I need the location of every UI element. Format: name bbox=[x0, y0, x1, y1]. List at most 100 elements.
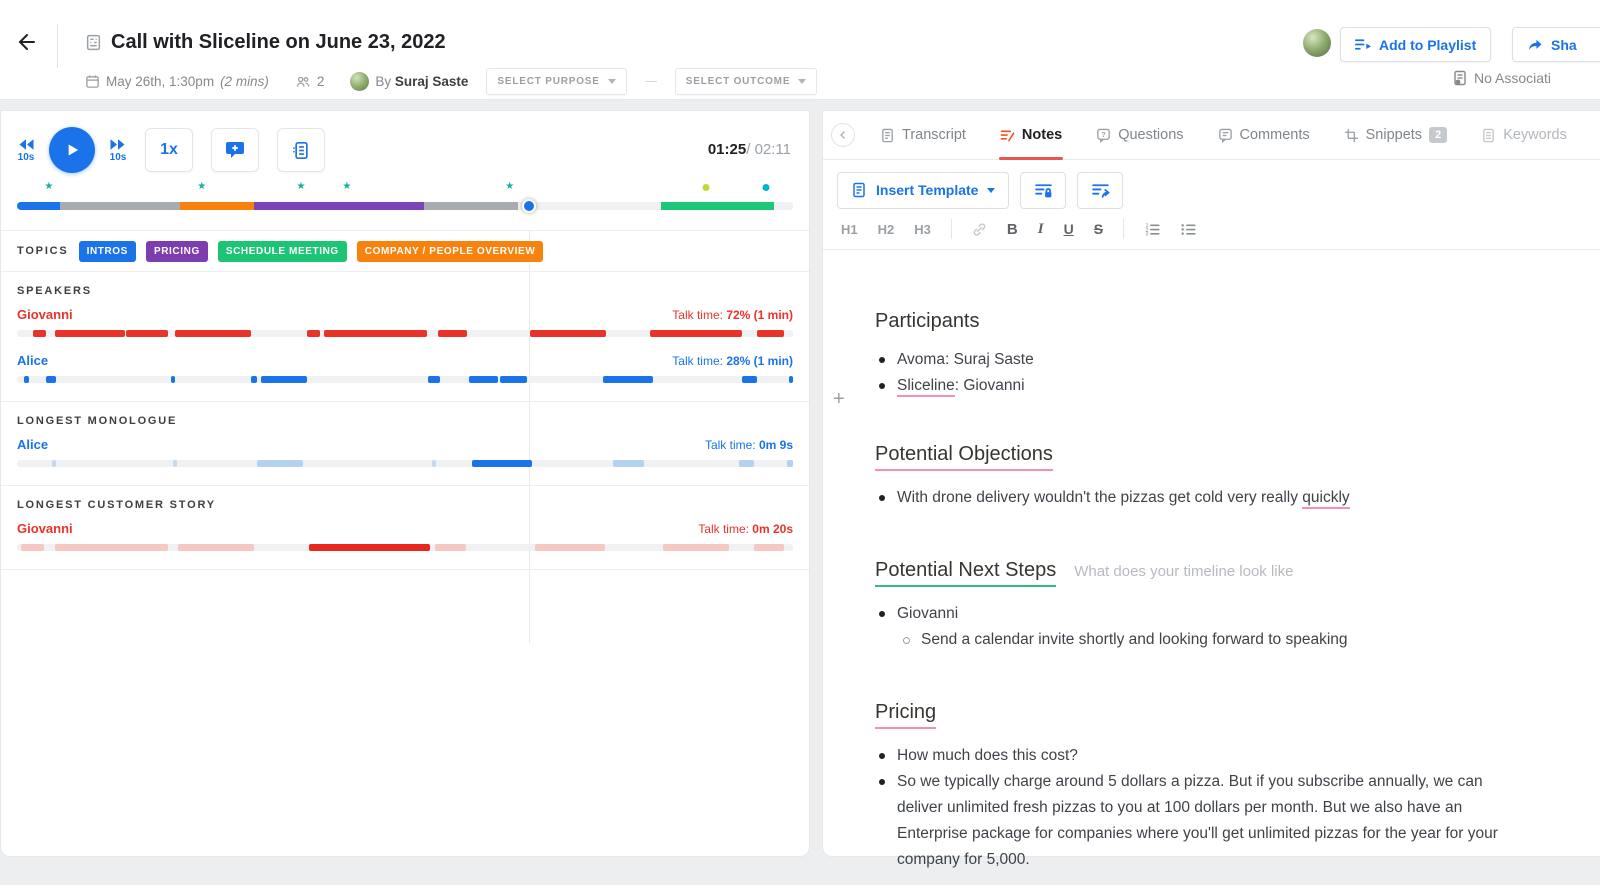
insert-template-button[interactable]: Insert Template bbox=[837, 171, 1010, 209]
arrow-left-icon bbox=[19, 34, 35, 50]
tab-notes[interactable]: Notes bbox=[983, 111, 1079, 160]
skip-back-button[interactable]: 10s bbox=[17, 138, 35, 163]
topic-chip[interactable]: SCHEDULE MEETING bbox=[217, 240, 347, 262]
people-icon bbox=[296, 76, 310, 87]
playback-timeline[interactable]: ★ ★ ★ ★ ★ bbox=[17, 181, 793, 225]
private-notes-button[interactable] bbox=[1020, 171, 1067, 209]
italic-button[interactable]: I bbox=[1037, 220, 1044, 237]
topics-row: TOPICS INTROS PRICING SCHEDULE MEETING COMP… bbox=[1, 231, 809, 272]
attendee-count: 2 bbox=[295, 74, 324, 89]
snippets-count-badge: 2 bbox=[1429, 127, 1448, 143]
playlist-icon bbox=[1355, 38, 1371, 50]
notes-panel: Transcript Notes ? Questions Comments Sn… bbox=[822, 110, 1600, 868]
add-block-button[interactable]: + bbox=[833, 388, 845, 410]
list-item[interactable]: With drone delivery wouldn't the pizzas … bbox=[875, 485, 1530, 511]
objections-list: With drone delivery wouldn't the pizzas … bbox=[875, 485, 1530, 511]
comment-plus-icon bbox=[226, 141, 244, 158]
next-steps-heading: Potential Next Steps What does your time… bbox=[875, 559, 1551, 588]
transcript-view-button[interactable] bbox=[277, 128, 325, 172]
skip-forward-button[interactable]: 10s bbox=[109, 138, 127, 163]
playhead-handle[interactable] bbox=[522, 199, 537, 213]
talk-time: Talk time: 0m 20s bbox=[698, 522, 793, 536]
player-section: 10s 10s 1x 01:25/ 02:11 ★ ★ ★ ★ ★ bbox=[1, 111, 809, 231]
no-association-status[interactable]: No Associati bbox=[1452, 70, 1551, 86]
notes-icon bbox=[1000, 128, 1015, 143]
tabs-scroll-left-button[interactable] bbox=[831, 123, 855, 147]
notes-editor-body[interactable]: + Participants Avoma: Suraj Saste Slicel… bbox=[823, 250, 1600, 885]
speaker-talk-bar[interactable] bbox=[17, 330, 793, 337]
talk-time: Talk time: 72% (1 min) bbox=[672, 308, 793, 322]
list-item[interactable]: Avoma: Suraj Saste bbox=[875, 347, 1530, 373]
monologue-row: Alice Talk time: 0m 9s bbox=[17, 437, 793, 467]
play-button[interactable] bbox=[49, 127, 95, 173]
speaker-name[interactable]: Giovanni bbox=[17, 307, 73, 322]
bookmark-star-marker[interactable]: ★ bbox=[342, 181, 352, 192]
purpose-outcome-connector bbox=[644, 81, 657, 82]
topic-chip[interactable]: INTROS bbox=[78, 240, 136, 262]
tab-transcript[interactable]: Transcript bbox=[863, 111, 983, 159]
link-icon bbox=[973, 222, 986, 236]
rewind-icon bbox=[19, 138, 34, 150]
bookmark-star-marker[interactable]: ★ bbox=[44, 181, 54, 192]
monologue-bar[interactable] bbox=[17, 460, 793, 467]
bookmark-star-marker[interactable]: ★ bbox=[505, 181, 515, 192]
add-comment-button[interactable] bbox=[211, 128, 259, 172]
playback-time: 01:25/ 02:11 bbox=[707, 141, 791, 158]
list-item[interactable]: Sliceline: Giovanni bbox=[875, 373, 1530, 399]
underline-button[interactable]: U bbox=[1063, 221, 1074, 237]
moment-dot-marker[interactable] bbox=[702, 184, 710, 191]
h2-button[interactable]: H2 bbox=[877, 221, 895, 237]
longest-customer-story-label: LONGEST CUSTOMER STORY bbox=[17, 499, 216, 511]
list-item[interactable]: Giovanni bbox=[875, 601, 1530, 627]
notes-lock-icon bbox=[1035, 183, 1052, 197]
speaker-name[interactable]: Alice bbox=[17, 437, 49, 452]
bookmark-star-marker[interactable]: ★ bbox=[296, 181, 306, 192]
tab-comments[interactable]: Comments bbox=[1201, 111, 1327, 159]
speaker-row-alice: Alice Talk time: 28% (1 min) bbox=[17, 353, 793, 383]
moment-dot-marker[interactable] bbox=[762, 184, 770, 191]
strikethrough-button[interactable]: S bbox=[1093, 221, 1104, 237]
h3-button[interactable]: H3 bbox=[914, 221, 931, 237]
select-outcome-dropdown[interactable]: SELECT OUTCOME bbox=[674, 68, 818, 95]
topic-chip[interactable]: COMPANY / PEOPLE OVERVIEW bbox=[356, 240, 544, 262]
playback-speed-button[interactable]: 1x bbox=[145, 128, 193, 172]
link-button[interactable] bbox=[972, 222, 987, 237]
tab-questions[interactable]: ? Questions bbox=[1079, 111, 1200, 159]
speaker-name[interactable]: Alice bbox=[17, 353, 49, 368]
speaker-talk-bar[interactable] bbox=[17, 376, 793, 383]
share-button[interactable]: Sha bbox=[1512, 27, 1600, 62]
add-to-playlist-button[interactable]: Add to Playlist bbox=[1340, 27, 1492, 62]
speakers-section: SPEAKERS Giovanni Talk time: 72% (1 min)… bbox=[1, 272, 809, 402]
playhead-reference-line bbox=[529, 231, 530, 643]
next-steps-hint: What does your timeline look like bbox=[1074, 563, 1294, 581]
list-item[interactable]: So we typically charge around 5 dollars … bbox=[875, 769, 1530, 873]
fast-forward-icon bbox=[110, 138, 125, 150]
speaker-name[interactable]: Giovanni bbox=[17, 521, 73, 536]
next-steps-list: Giovanni Send a calendar invite shortly … bbox=[875, 601, 1530, 653]
bullet-list-icon bbox=[1181, 223, 1196, 235]
svg-text:1: 1 bbox=[1145, 223, 1148, 229]
shared-notes-button[interactable] bbox=[1077, 171, 1124, 209]
bold-button[interactable]: B bbox=[1006, 220, 1018, 238]
tab-snippets[interactable]: Snippets 2 bbox=[1327, 111, 1465, 159]
list-item[interactable]: How much does this cost? bbox=[875, 743, 1530, 769]
bullet-list-button[interactable] bbox=[1180, 222, 1196, 237]
tab-keywords[interactable]: Keywords bbox=[1464, 111, 1584, 159]
pricing-heading: Pricing bbox=[875, 701, 1551, 730]
svg-text:2: 2 bbox=[1145, 227, 1148, 233]
owner-avatar bbox=[350, 72, 370, 91]
talk-time: Talk time: 0m 9s bbox=[704, 438, 793, 452]
timeline-track[interactable] bbox=[17, 202, 793, 210]
back-button[interactable] bbox=[14, 30, 40, 56]
svg-text:3: 3 bbox=[1145, 231, 1148, 236]
notes-share-icon bbox=[1092, 183, 1110, 198]
customer-story-bar[interactable] bbox=[17, 544, 793, 551]
bookmark-star-marker[interactable]: ★ bbox=[197, 181, 207, 192]
list-sub-item[interactable]: Send a calendar invite shortly and looki… bbox=[899, 627, 1530, 653]
ordered-list-icon: 123 bbox=[1145, 223, 1160, 237]
select-purpose-dropdown[interactable]: SELECT PURPOSE bbox=[486, 68, 627, 95]
user-avatar[interactable] bbox=[1303, 29, 1331, 57]
topic-chip[interactable]: PRICING bbox=[145, 240, 208, 262]
h1-button[interactable]: H1 bbox=[841, 221, 858, 237]
